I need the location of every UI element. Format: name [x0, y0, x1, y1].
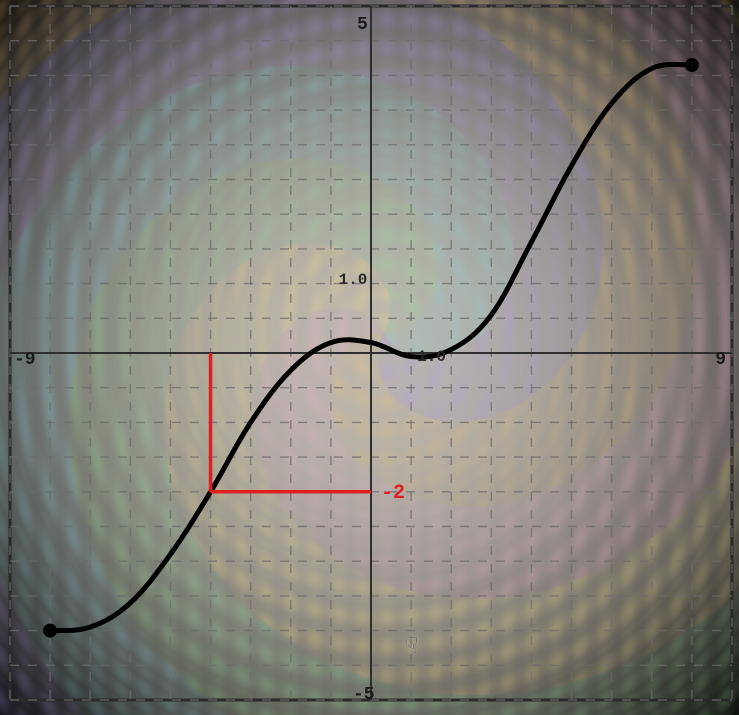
chart-background-moire	[0, 0, 739, 715]
hand-cursor-icon: ☟	[405, 637, 418, 659]
chart-container: -2 -995-51.01.0 ☟	[0, 0, 739, 715]
